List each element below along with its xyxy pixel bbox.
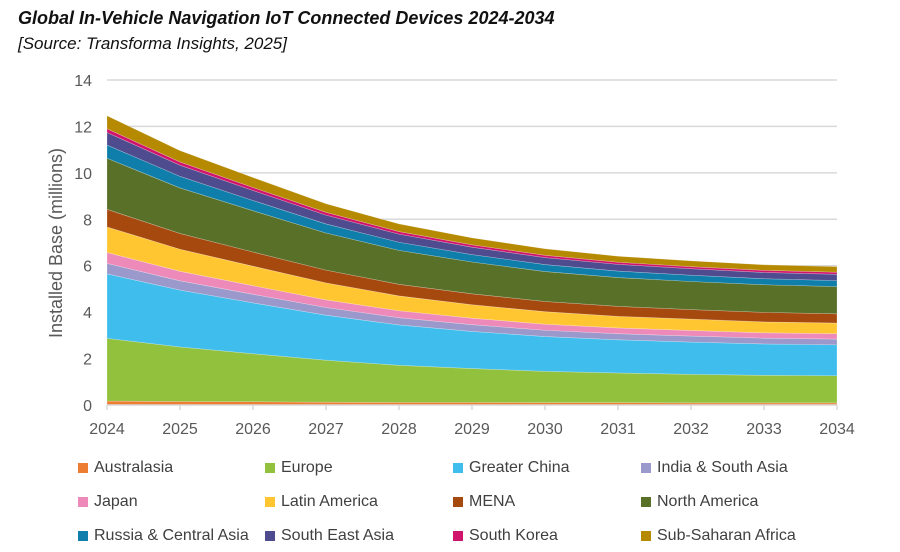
legend-label: North America	[657, 493, 759, 510]
legend-swatch	[78, 497, 88, 507]
legend-item: Australasia	[78, 458, 173, 478]
legend-swatch	[265, 531, 275, 541]
y-tick-label: 12	[74, 119, 92, 136]
x-tick-label: 2026	[235, 421, 271, 438]
x-tick-label: 2032	[673, 421, 709, 438]
legend-swatch	[265, 463, 275, 473]
legend-item: Europe	[265, 458, 333, 478]
legend-item: South East Asia	[265, 526, 394, 546]
y-tick-label: 4	[83, 305, 92, 322]
legend-label: Sub-Saharan Africa	[657, 527, 796, 544]
legend-item: South Korea	[453, 526, 558, 546]
legend-item: India & South Asia	[641, 458, 788, 478]
chart-subtitle: [Source: Transforma Insights, 2025]	[18, 34, 287, 53]
legend-label: South East Asia	[281, 527, 394, 544]
chart-title: Global In-Vehicle Navigation IoT Connect…	[18, 8, 555, 28]
legend-label: Europe	[281, 459, 333, 476]
x-tick-label: 2024	[89, 421, 125, 438]
area-russia-central-asia	[106, 144, 838, 287]
legend-item: Sub-Saharan Africa	[641, 526, 796, 546]
area-sub-saharan-africa	[106, 115, 838, 273]
x-tick-label: 2033	[746, 421, 782, 438]
y-tick-label: 0	[83, 398, 92, 415]
legend-swatch	[78, 463, 88, 473]
x-tick-label: 2034	[819, 421, 855, 438]
area-south-east-asia	[106, 132, 838, 281]
y-tick-label: 14	[74, 73, 92, 90]
legend-item: Japan	[78, 492, 138, 512]
legend-swatch	[641, 497, 651, 507]
legend-swatch	[78, 531, 88, 541]
legend-swatch	[641, 531, 651, 541]
legend-label: South Korea	[469, 527, 558, 544]
x-tick-label: 2025	[162, 421, 198, 438]
legend-swatch	[453, 497, 463, 507]
y-tick-label: 2	[83, 352, 92, 369]
area-mena	[106, 208, 838, 324]
legend-label: Japan	[94, 493, 138, 510]
legend-label: Russia & Central Asia	[94, 527, 249, 544]
legend-label: Greater China	[469, 459, 570, 476]
legend-swatch	[453, 463, 463, 473]
legend-item: Latin America	[265, 492, 378, 512]
x-tick-label: 2030	[527, 421, 563, 438]
area-latin-america	[106, 226, 838, 335]
legend-item: Greater China	[453, 458, 570, 478]
legend-label: Latin America	[281, 493, 378, 510]
y-axis-title: Installed Base (millions)	[46, 148, 66, 338]
legend-swatch	[641, 463, 651, 473]
y-tick-label: 6	[83, 259, 92, 276]
legend-item: MENA	[453, 492, 515, 512]
legend-item: Russia & Central Asia	[78, 526, 249, 546]
y-tick-label: 8	[83, 212, 92, 229]
area-north-america	[106, 157, 838, 315]
area-europe	[106, 338, 838, 404]
y-tick-label: 10	[74, 166, 92, 183]
legend-swatch	[265, 497, 275, 507]
area-greater-china	[106, 273, 838, 377]
x-tick-label: 2028	[381, 421, 417, 438]
legend-swatch	[453, 531, 463, 541]
legend-label: MENA	[469, 493, 516, 510]
x-tick-label: 2029	[454, 421, 490, 438]
legend-label: Australasia	[94, 459, 174, 476]
x-tick-label: 2027	[308, 421, 344, 438]
legend-item: North America	[641, 492, 758, 512]
legend-label: India & South Asia	[657, 459, 788, 476]
x-tick-label: 2031	[600, 421, 636, 438]
